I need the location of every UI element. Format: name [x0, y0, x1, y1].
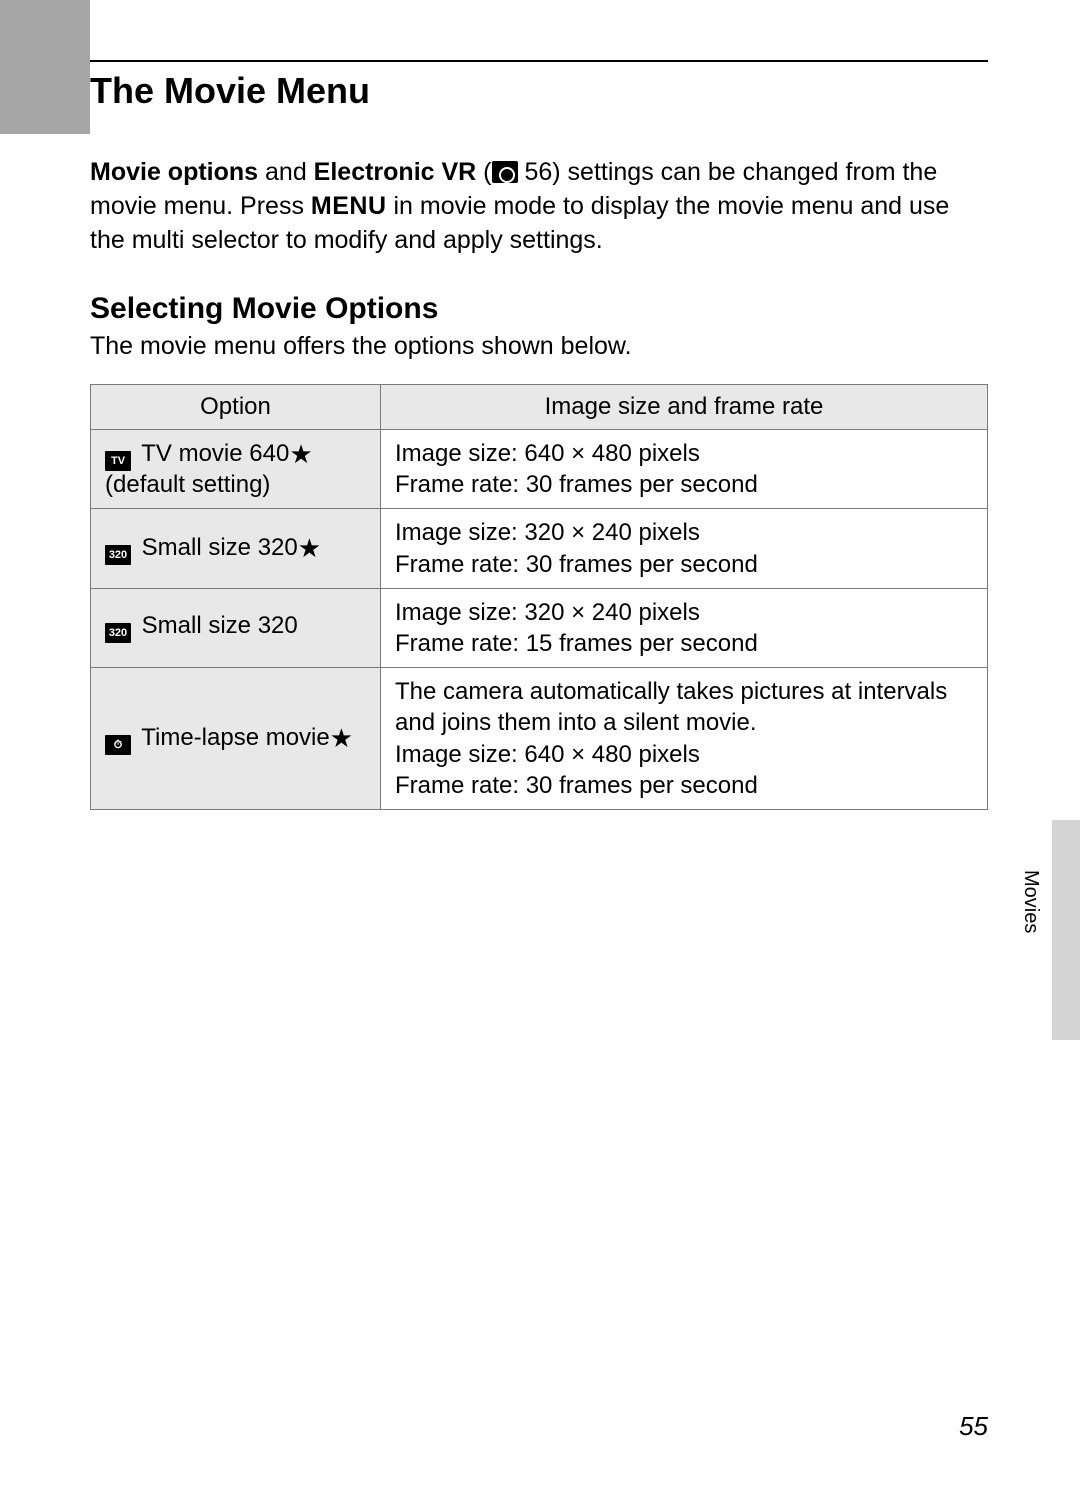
options-table: Option Image size and frame rate TV TV m…	[90, 384, 988, 810]
option-cell: 320 Small size 320★	[91, 509, 381, 588]
star-icon: ★	[298, 533, 321, 563]
title-rule	[90, 60, 988, 62]
camera-icon	[492, 161, 518, 183]
table-header-row: Option Image size and frame rate	[91, 385, 988, 430]
small-320-star-icon: 320	[105, 545, 131, 565]
small-320-icon: 320	[105, 623, 131, 643]
intro-bold-1: Movie options	[90, 158, 258, 186]
desc-cell: Image size: 640 × 480 pixels Frame rate:…	[381, 430, 988, 509]
star-icon: ★	[289, 439, 312, 469]
page-title: The Movie Menu	[90, 70, 370, 112]
subheading: Selecting Movie Options	[90, 292, 438, 326]
desc-cell: Image size: 320 × 240 pixels Frame rate:…	[381, 509, 988, 588]
option-cell: TV TV movie 640★ (default setting)	[91, 430, 381, 509]
option-cell: ⏱ Time-lapse movie★	[91, 668, 381, 810]
table-row: 320 Small size 320★ Image size: 320 × 24…	[91, 509, 988, 588]
option-cell: 320 Small size 320	[91, 588, 381, 667]
tv-movie-icon: TV	[105, 451, 131, 471]
th-desc: Image size and frame rate	[381, 385, 988, 430]
side-label: Movies	[1019, 870, 1042, 933]
intro-bold-2: Electronic VR	[314, 158, 477, 186]
left-gray-band	[0, 0, 90, 134]
star-icon: ★	[330, 723, 353, 753]
subtext: The movie menu offers the options shown …	[90, 332, 632, 361]
page-number: 55	[959, 1411, 988, 1442]
table-row: 320 Small size 320 Image size: 320 × 240…	[91, 588, 988, 667]
desc-cell: Image size: 320 × 240 pixels Frame rate:…	[381, 588, 988, 667]
table-row: TV TV movie 640★ (default setting) Image…	[91, 430, 988, 509]
time-lapse-icon: ⏱	[105, 735, 131, 755]
table-row: ⏱ Time-lapse movie★ The camera automatic…	[91, 668, 988, 810]
desc-cell: The camera automatically takes pictures …	[381, 668, 988, 810]
menu-word: MENU	[311, 192, 387, 220]
th-option: Option	[91, 385, 381, 430]
side-tab	[1052, 820, 1080, 1040]
intro-paragraph: Movie options and Electronic VR ( 56) se…	[90, 156, 988, 257]
